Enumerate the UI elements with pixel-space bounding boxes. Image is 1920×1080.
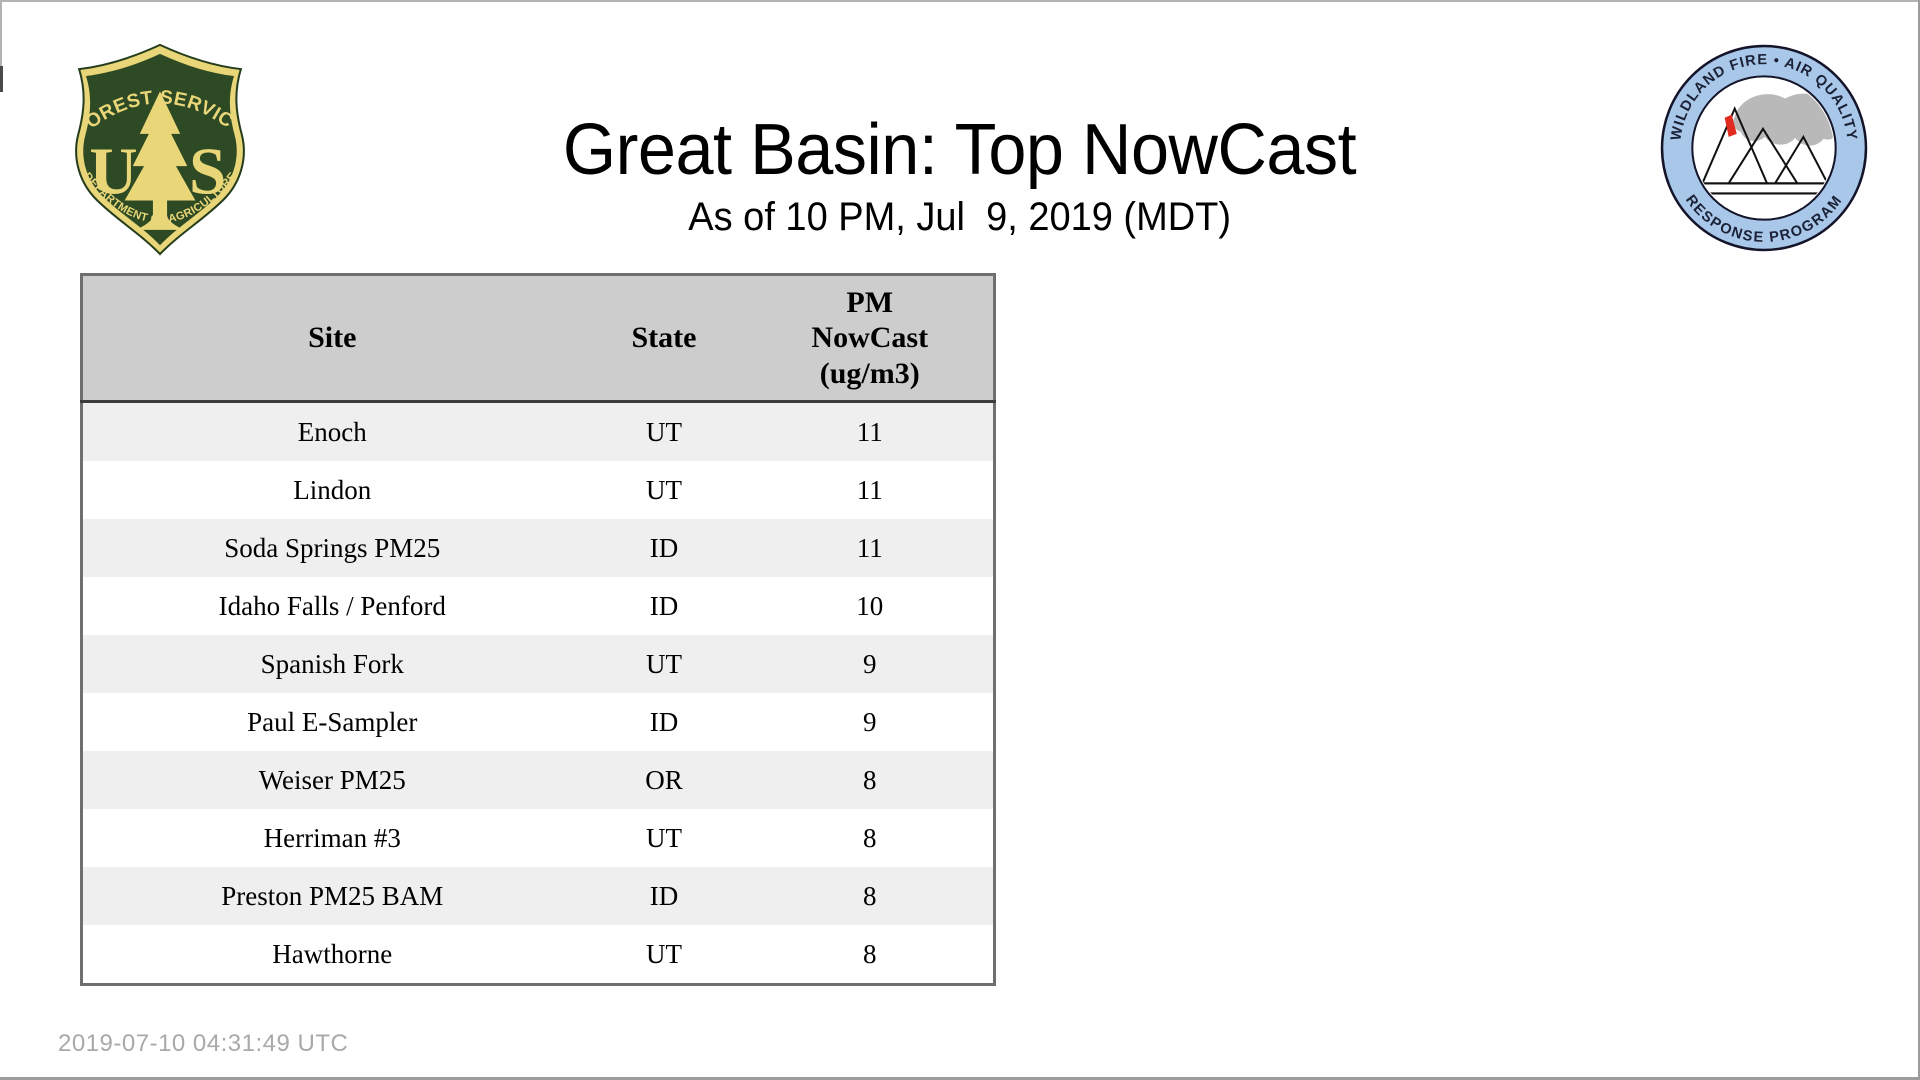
site-cell: Soda Springs PM25: [224, 532, 441, 563]
pm-nowcast-cell: 11: [856, 416, 883, 447]
table-row: Hawthorne UT 8: [81, 925, 995, 985]
wfaqrp-circle-icon: WILDLAND FIRE • AIR QUALITY RESPONSE PRO…: [1660, 44, 1868, 252]
table-row: Weiser PM25 OR 8: [81, 751, 995, 809]
site-cell: Spanish Fork: [260, 648, 404, 679]
table-row: Soda Springs PM25 ID 11: [81, 519, 995, 577]
table-row: Spanish Fork UT 9: [81, 635, 995, 693]
state-cell: UT: [646, 648, 682, 679]
page-subtitle: As of 10 PM, Jul 9, 2019 (MDT): [688, 195, 1232, 239]
forest-service-shield-icon: FOREST SERVICE U S DEPARTMENT OF AGRICUL…: [59, 25, 245, 256]
table-row: Lindon UT 11: [81, 461, 995, 519]
table-row: Paul E-Sampler ID 9: [81, 693, 995, 751]
pm-nowcast-cell: 10: [856, 590, 884, 621]
table-header: Site State PM NowCast (ug/m3): [81, 274, 995, 403]
pm-nowcast-cell: 11: [856, 474, 883, 505]
site-cell: Paul E-Sampler: [247, 706, 418, 737]
state-cell: OR: [645, 764, 683, 795]
pm-nowcast-cell: 8: [863, 880, 877, 911]
pm-nowcast-cell: 8: [863, 764, 877, 795]
generated-timestamp: 2019-07-10 04:31:49 UTC: [58, 1030, 349, 1057]
state-cell: UT: [646, 416, 682, 447]
table-body: Enoch UT 11 Lindon UT 11 Soda Springs PM…: [81, 401, 995, 985]
site-cell: Enoch: [297, 416, 367, 447]
pm-nowcast-cell: 8: [863, 822, 877, 853]
state-cell: UT: [646, 938, 682, 969]
state-cell: ID: [649, 880, 679, 911]
wfaqrp-logo: WILDLAND FIRE • AIR QUALITY RESPONSE PRO…: [1658, 42, 1870, 254]
site-cell: Hawthorne: [272, 938, 393, 969]
pm-nowcast-cell: 8: [863, 938, 877, 969]
state-cell: UT: [646, 474, 682, 505]
pine-tree-icon: [124, 91, 196, 230]
table-header-row: Site State PM NowCast (ug/m3): [81, 274, 995, 403]
window-edge-left-mark: [0, 66, 3, 92]
site-cell: Idaho Falls / Penford: [218, 590, 446, 621]
fs-monogram-s: S: [189, 135, 226, 208]
window-edge-right: [1918, 0, 1920, 1080]
site-cell: Herriman #3: [263, 822, 401, 853]
site-cell: Preston PM25 BAM: [221, 880, 444, 911]
column-header-state: State: [581, 274, 747, 403]
state-cell: ID: [649, 706, 679, 737]
column-header-site: Site: [81, 274, 582, 403]
table-row: Enoch UT 11: [81, 401, 995, 461]
table-row: Preston PM25 BAM ID 8: [81, 867, 995, 925]
forest-service-logo: FOREST SERVICE U S DEPARTMENT OF AGRICUL…: [59, 25, 254, 260]
pm-nowcast-cell: 9: [863, 648, 877, 679]
page-title: Great Basin: Top NowCast: [563, 110, 1357, 191]
state-cell: ID: [649, 532, 679, 563]
site-cell: Weiser PM25: [258, 764, 406, 795]
window-edge-left: [0, 0, 2, 92]
column-header-pm-nowcast: PM NowCast (ug/m3): [746, 274, 995, 403]
pm-nowcast-cell: 11: [856, 532, 883, 563]
state-cell: ID: [649, 590, 679, 621]
nowcast-table: Site State PM NowCast (ug/m3) Enoch UT 1…: [80, 273, 996, 986]
state-cell: UT: [646, 822, 682, 853]
pm-nowcast-cell: 9: [863, 706, 877, 737]
table-row: Herriman #3 UT 8: [81, 809, 995, 867]
site-cell: Lindon: [293, 474, 372, 505]
flame-icon: [1724, 114, 1737, 137]
mountains-icon: [1700, 106, 1830, 195]
window-edge-bottom: [0, 1077, 1920, 1080]
table-row: Idaho Falls / Penford ID 10: [81, 577, 995, 635]
window-edge-top: [0, 0, 1920, 2]
